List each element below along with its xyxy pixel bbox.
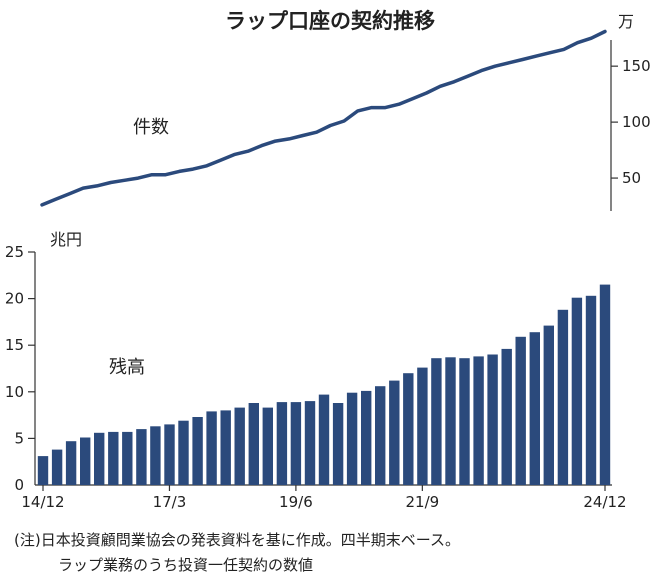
balance-bar [234, 407, 245, 485]
count-series-label: 件数 [133, 117, 169, 138]
bottom-chart: 兆円 0 5 10 15 20 25 14/12 17/3 19/6 21/9 24/12 残高 [5, 230, 627, 511]
bottom-y-tick-label: 10 [5, 383, 24, 401]
note-line-1: (注)日本投資顧問業協会の発表資料を基に作成。四半期末ベース。 [14, 531, 460, 549]
balance-bar [150, 426, 161, 485]
balance-bar [220, 410, 231, 485]
balance-bar [80, 437, 91, 485]
balance-series-label: 残高 [109, 357, 145, 378]
balance-bar [65, 441, 77, 485]
balance-bars [37, 284, 611, 485]
balance-bar [501, 348, 512, 485]
balance-bar [108, 431, 119, 485]
top-y-tick-label: 50 [622, 169, 641, 187]
balance-bar [599, 284, 611, 485]
balance-bar [318, 394, 330, 485]
balance-bar [571, 297, 583, 485]
top-chart: 万 50 100 150 件数 [40, 12, 651, 211]
balance-bar [417, 367, 428, 485]
bottom-y-tick-label: 20 [5, 290, 24, 308]
chart-title: ラップ口座の契約推移 [225, 9, 435, 33]
balance-bar [206, 411, 217, 485]
balance-bar [361, 390, 372, 485]
balance-bar [122, 431, 133, 485]
top-y-tick-label: 100 [622, 113, 651, 131]
bottom-x-tick-label: 14/12 [21, 493, 64, 511]
balance-bar [487, 354, 498, 485]
balance-bar [262, 407, 273, 485]
note-line-2: ラップ業務のうち投資一任契約の数値 [58, 556, 313, 574]
balance-bar [557, 309, 569, 485]
balance-bar [136, 429, 147, 485]
balance-bar [515, 336, 526, 485]
balance-bar [304, 401, 316, 485]
top-y-ticks: 50 100 150 [611, 57, 651, 187]
balance-bar [459, 358, 470, 485]
balance-bar [248, 403, 259, 485]
top-y-tick-label: 150 [622, 57, 651, 75]
bottom-x-tick-label: 17/3 [153, 493, 187, 511]
balance-bar [178, 420, 189, 485]
balance-bar [192, 417, 203, 485]
balance-bar [94, 432, 105, 485]
balance-bar [276, 402, 288, 485]
balance-bar [445, 357, 456, 485]
balance-bar [375, 386, 386, 485]
bottom-y-tick-label: 15 [5, 336, 24, 354]
balance-bar [543, 325, 554, 485]
bottom-y-tick-label: 0 [14, 476, 24, 494]
balance-bar [403, 373, 414, 485]
balance-bar [389, 380, 400, 485]
count-series-line [40, 29, 607, 207]
bottom-y-ticks: 0 5 10 15 20 25 [5, 243, 35, 494]
balance-bar [290, 402, 302, 485]
bottom-x-tick-label: 19/6 [279, 493, 313, 511]
balance-bar [529, 332, 540, 485]
balance-bar [346, 392, 358, 485]
bottom-y-tick-label: 25 [5, 243, 24, 261]
bottom-x-tick-label: 24/12 [583, 493, 626, 511]
bottom-x-tick-label: 21/9 [406, 493, 440, 511]
balance-bar [473, 356, 484, 485]
balance-bar [37, 456, 49, 485]
balance-bar [164, 424, 175, 485]
bottom-x-ticks: 14/12 17/3 19/6 21/9 24/12 [21, 485, 627, 511]
balance-bar [431, 358, 442, 485]
balance-bar [585, 295, 597, 485]
bottom-unit-label: 兆円 [50, 230, 82, 249]
top-unit-label: 万 [618, 12, 634, 31]
balance-bar [51, 449, 63, 485]
bottom-y-tick-label: 5 [14, 429, 24, 447]
balance-bar [332, 403, 344, 485]
